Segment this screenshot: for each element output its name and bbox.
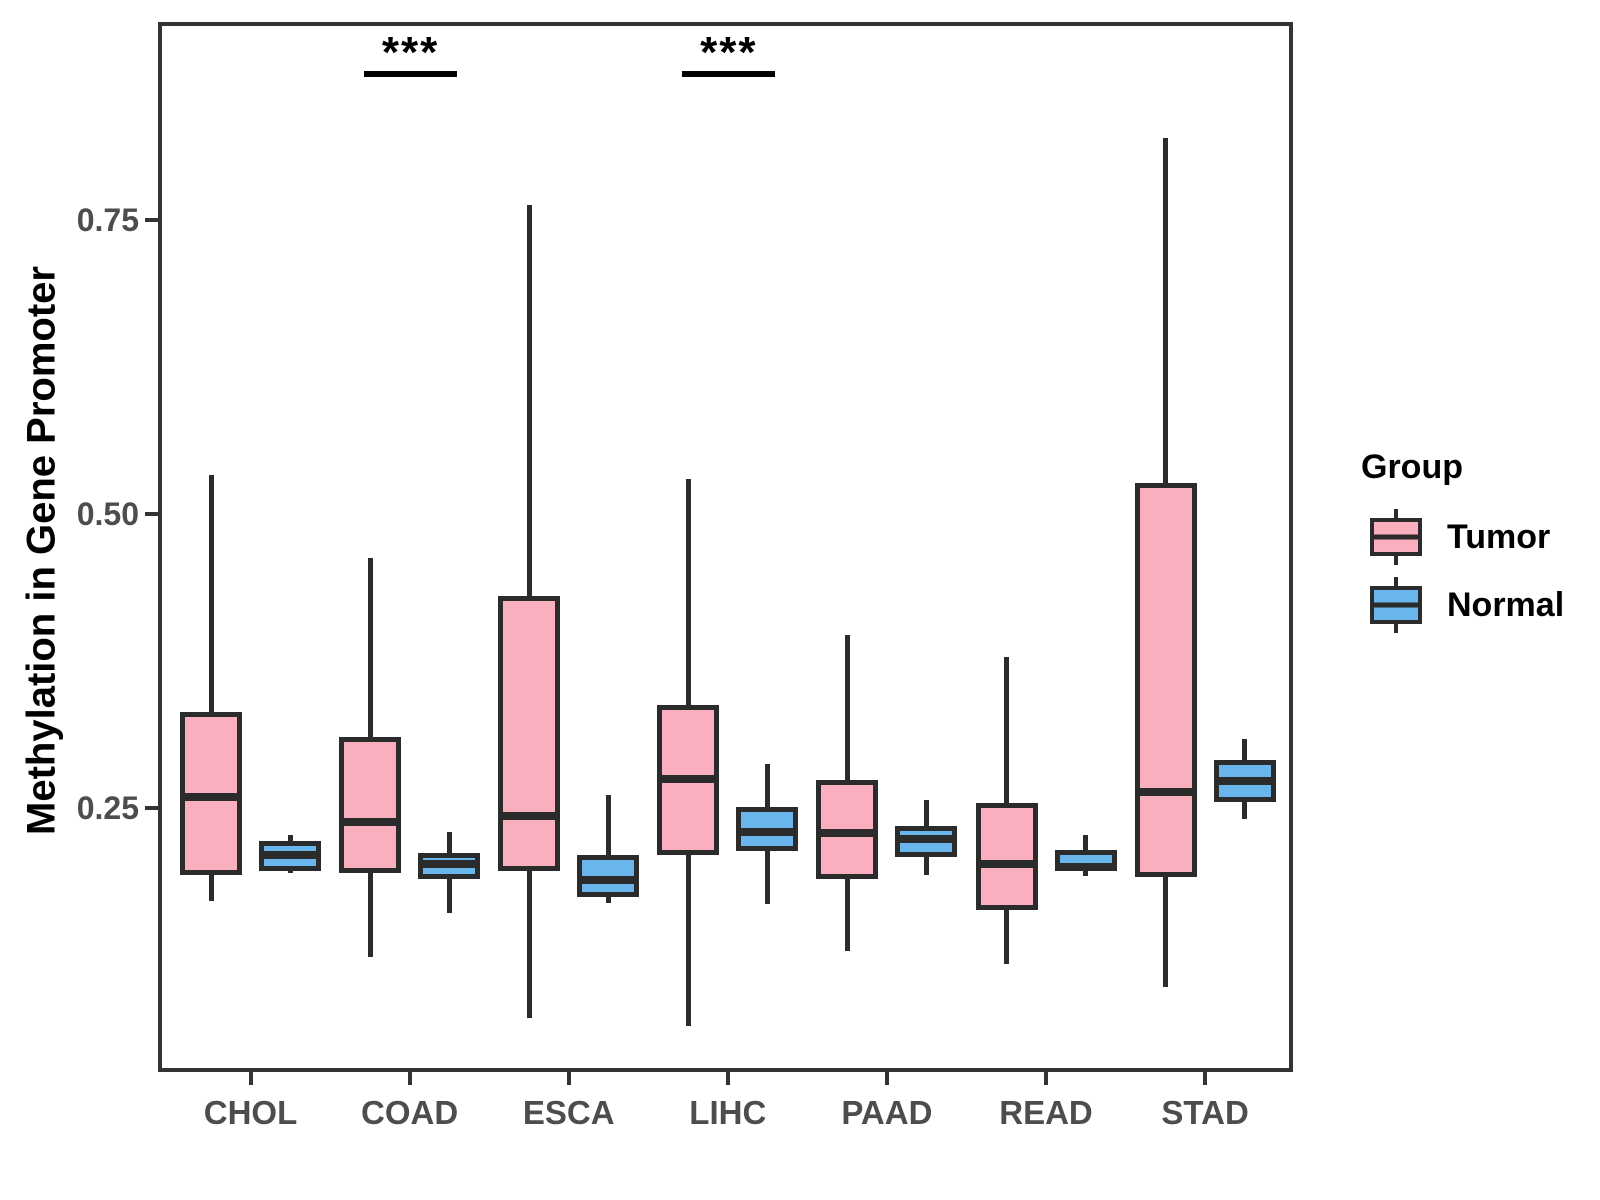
significance-stars-LIHC: *** [700,28,758,77]
box-median-LIHC-Normal [736,827,799,836]
x-axis-tick-label: LIHC [689,1094,767,1131]
x-axis-tick-label: READ [999,1094,1093,1131]
box-median-COAD-Tumor [339,818,402,827]
y-axis-title: Methylation in Gene Promoter [19,266,64,835]
x-axis-tick-label: PAAD [841,1094,933,1131]
x-axis-tick [884,1072,889,1085]
box-median-STAD-Normal [1213,776,1276,785]
box-median-PAAD-Normal [895,834,958,843]
x-axis-tick-label: STAD [1161,1094,1249,1131]
box-whisker-CHOL-Tumor [208,475,214,901]
box-CHOL-Tumor [180,711,242,876]
y-axis-tick [145,218,158,223]
box-median-CHOL-Normal [259,851,321,860]
box-median-STAD-Tumor [1134,787,1197,796]
legend-key-boxplot-icon-tumor [1369,507,1423,572]
significance-bar-COAD [364,71,458,77]
box-whisker-ESCA-Normal [605,795,611,904]
x-axis-tick [1044,1072,1048,1085]
box-median-ESCA-Tumor [498,812,561,821]
legend-title: Group [1361,448,1463,486]
box-median-ESCA-Normal [577,875,640,884]
box-median-READ-Tumor [975,860,1038,869]
x-axis-tick-label: ESCA [522,1094,615,1131]
x-axis-tick [1203,1072,1208,1085]
box-median-READ-Normal [1054,862,1117,871]
legend-label-normal: Normal [1447,586,1565,624]
box-median-COAD-Normal [418,860,481,869]
y-axis-tick-label: 0.25 [76,790,139,826]
x-axis-tick [248,1072,253,1085]
box-median-CHOL-Tumor [180,793,242,802]
significance-bar-LIHC [682,71,776,77]
x-axis-tick [566,1072,571,1085]
y-axis-tick [145,512,158,516]
x-axis-tick-label: CHOL [203,1094,298,1131]
y-axis-tick-label: 0.50 [76,496,139,532]
legend-label-tumor: Tumor [1447,518,1551,556]
legend-key-boxplot-icon-normal [1369,575,1423,640]
x-axis-tick [407,1072,412,1085]
box-median-PAAD-Tumor [816,828,879,837]
box-READ-Tumor [975,803,1038,911]
plot-panel [158,22,1293,1072]
x-axis-tick [725,1072,730,1085]
significance-stars-COAD: *** [381,28,440,77]
box-ESCA-Tumor [498,596,561,872]
box-median-LIHC-Tumor [657,774,720,783]
y-axis-tick [145,806,158,810]
box-COAD-Tumor [339,737,402,873]
x-axis-tick-label: COAD [361,1094,459,1131]
y-axis-tick-label: 0.75 [76,202,139,239]
box-STAD-Tumor [1134,483,1197,878]
